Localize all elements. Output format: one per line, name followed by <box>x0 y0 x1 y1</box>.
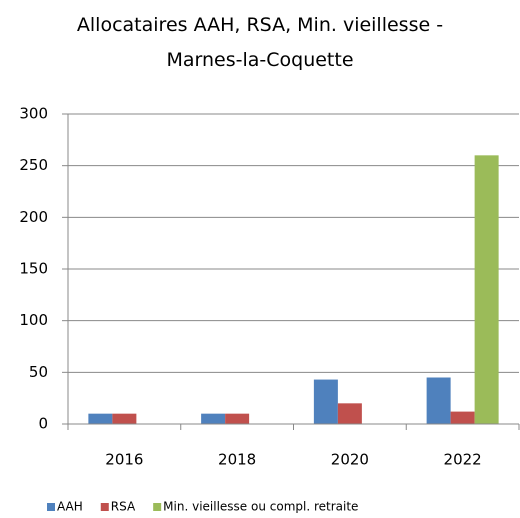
y-tick-label: 150 <box>19 260 48 278</box>
bar <box>337 403 362 424</box>
bar <box>201 413 226 424</box>
y-tick-label: 50 <box>29 363 48 381</box>
legend-swatch <box>47 503 55 511</box>
bar <box>313 379 338 424</box>
x-tick-label: 2018 <box>218 451 256 469</box>
bar <box>88 413 113 424</box>
x-tick-label: 2022 <box>444 451 482 469</box>
bar <box>450 411 475 424</box>
x-tick-label: 2016 <box>105 451 143 469</box>
bar <box>426 377 451 424</box>
legend-swatch <box>153 503 162 511</box>
y-tick-label: 100 <box>19 311 48 329</box>
x-tick-label: 2020 <box>331 451 369 469</box>
y-tick-label: 250 <box>19 156 48 174</box>
y-tick-label: 200 <box>19 208 48 226</box>
legend-label: RSA <box>111 500 136 514</box>
legend-swatch <box>100 503 109 511</box>
legend-label: Min. vieillesse ou compl. retraite <box>163 500 358 514</box>
y-tick-label: 0 <box>38 415 48 433</box>
bar <box>112 413 137 424</box>
chart-title: Allocataires AAH, RSA, Min. vieillesse -… <box>76 14 444 71</box>
bar <box>225 413 250 424</box>
legend-label: AAH <box>57 500 83 514</box>
bar <box>474 155 499 425</box>
y-tick-label: 300 <box>19 105 48 123</box>
